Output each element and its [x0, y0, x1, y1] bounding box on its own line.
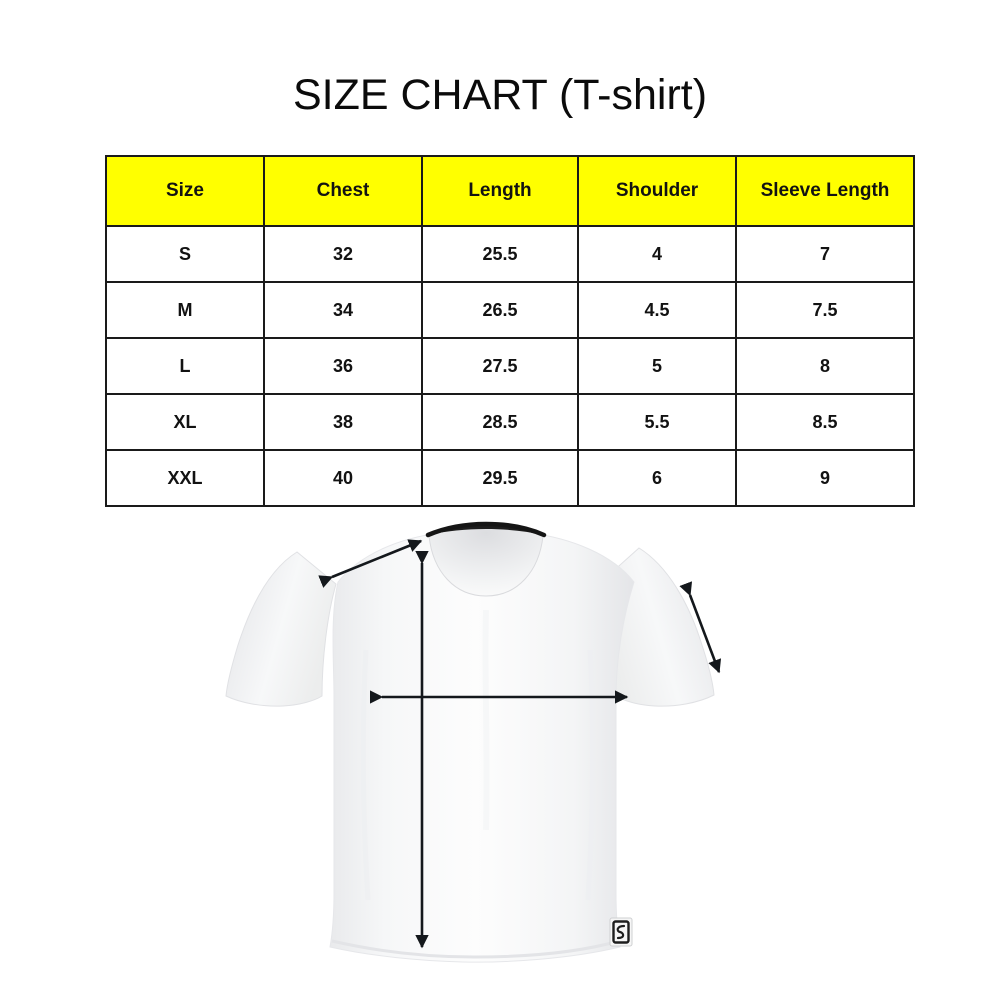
cell-size: M [105, 281, 265, 339]
tshirt-illustration [225, 521, 722, 963]
fabric-fold [360, 649, 371, 901]
tshirt-left-sleeve [225, 551, 337, 707]
cell-chest: 38 [263, 393, 423, 451]
column-header-shoulder: Shoulder [577, 155, 737, 227]
cell-sleeve-length: 9 [735, 449, 915, 507]
column-header-size: Size [105, 155, 265, 227]
cell-length: 25.5 [421, 225, 579, 283]
table-row: S 32 25.5 4 7 [105, 225, 915, 283]
cell-chest: 40 [263, 449, 423, 507]
table-row: XXL 40 29.5 6 9 [105, 449, 915, 507]
cell-chest: 32 [263, 225, 423, 283]
table-header-row: Size Chest Length Shoulder Sleeve Length [105, 155, 915, 227]
cell-shoulder: 4.5 [577, 281, 737, 339]
tshirt-collar-edge [425, 521, 547, 538]
shoulder-measure-arrow [318, 539, 423, 588]
tshirt-diagram: SOLDER CHEST LENGTH SLEEV LENGTH [0, 500, 1000, 1000]
sleeve-length-measure-arrow [679, 581, 722, 674]
cell-shoulder: 4 [577, 225, 737, 283]
cell-length: 29.5 [421, 449, 579, 507]
cell-shoulder: 5 [577, 337, 737, 395]
cell-size: XL [105, 393, 265, 451]
cell-length: 26.5 [421, 281, 579, 339]
table-row: M 34 26.5 4.5 7.5 [105, 281, 915, 339]
page-title: SIZE CHART (T-shirt) [292, 71, 708, 119]
cell-shoulder: 6 [577, 449, 737, 507]
table-row: XL 38 28.5 5.5 8.5 [105, 393, 915, 451]
cell-chest: 36 [263, 337, 423, 395]
cell-length: 27.5 [421, 337, 579, 395]
size-chart-table: Size Chest Length Shoulder Sleeve Length… [105, 155, 915, 507]
fabric-fold [585, 649, 596, 901]
cell-sleeve-length: 8 [735, 337, 915, 395]
column-header-chest: Chest [263, 155, 423, 227]
table-row: L 36 27.5 5 8 [105, 337, 915, 395]
column-header-length: Length [421, 155, 579, 227]
cell-sleeve-length: 7 [735, 225, 915, 283]
column-header-sleeve-length: Sleeve Length [735, 155, 915, 227]
cell-size: L [105, 337, 265, 395]
cell-size: S [105, 225, 265, 283]
cell-sleeve-length: 7.5 [735, 281, 915, 339]
tshirt-body [329, 532, 635, 963]
cell-size: XXL [105, 449, 265, 507]
cell-chest: 34 [263, 281, 423, 339]
cell-sleeve-length: 8.5 [735, 393, 915, 451]
cell-shoulder: 5.5 [577, 393, 737, 451]
tshirt-hem [331, 939, 620, 959]
brand-tag [609, 917, 633, 947]
cell-length: 28.5 [421, 393, 579, 451]
fabric-fold [482, 609, 490, 831]
